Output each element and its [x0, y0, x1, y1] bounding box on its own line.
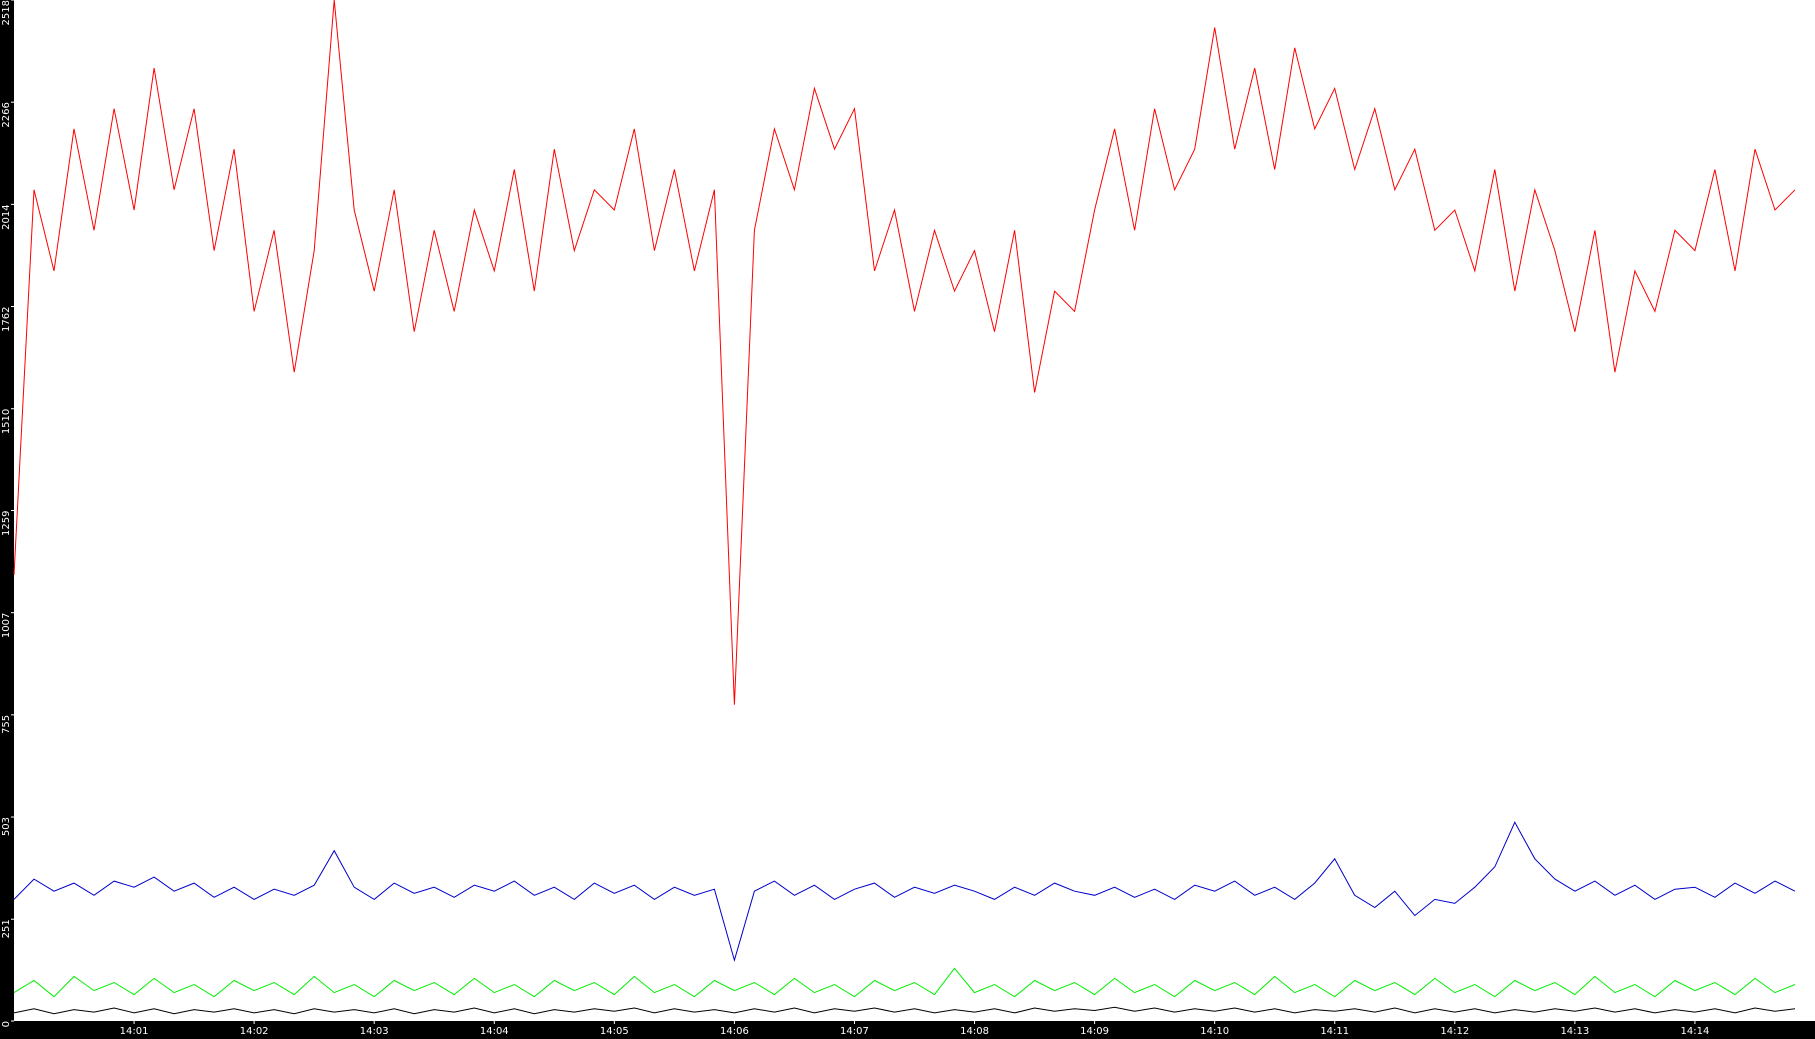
series-line — [13, 1006, 1796, 1015]
x-tick-label: 14:05 — [600, 1026, 629, 1037]
x-tick-label: 14:08 — [960, 1026, 989, 1037]
y-tick-label: 1007 — [1, 613, 12, 638]
y-tick-label: 2518 — [1, 0, 12, 25]
x-tick-label: 14:10 — [1200, 1026, 1229, 1037]
y-tick-label: 1259 — [1, 511, 12, 536]
x-tick-label: 14:02 — [240, 1026, 269, 1037]
y-tick-label: 2266 — [1, 102, 12, 127]
x-tick-label: 14:03 — [360, 1026, 389, 1037]
x-tick-label: 14:14 — [1681, 1026, 1710, 1037]
y-tick-label: 0 — [1, 1021, 12, 1027]
x-tick-label: 14:09 — [1080, 1026, 1109, 1037]
y-tick-label: 2014 — [1, 204, 12, 229]
y-tick-label: 755 — [1, 715, 12, 734]
y-tick-label: 1762 — [1, 307, 12, 332]
y-tick-label: 503 — [1, 817, 12, 836]
x-tick-label: 14:11 — [1320, 1026, 1349, 1037]
y-tick-label: 251 — [1, 919, 12, 938]
x-tick-label: 14:07 — [840, 1026, 869, 1037]
series-line — [13, 0, 1796, 705]
x-tick-label: 14:13 — [1560, 1026, 1589, 1037]
x-tick-label: 14:01 — [120, 1026, 149, 1037]
y-tick-label: 1510 — [1, 409, 12, 434]
plot-area — [14, 0, 1815, 1021]
series-line — [13, 821, 1796, 963]
x-tick-label: 14:04 — [480, 1026, 509, 1037]
x-tick-label: 14:06 — [720, 1026, 749, 1037]
x-tick-label: 14:12 — [1440, 1026, 1469, 1037]
series-line — [13, 967, 1796, 998]
